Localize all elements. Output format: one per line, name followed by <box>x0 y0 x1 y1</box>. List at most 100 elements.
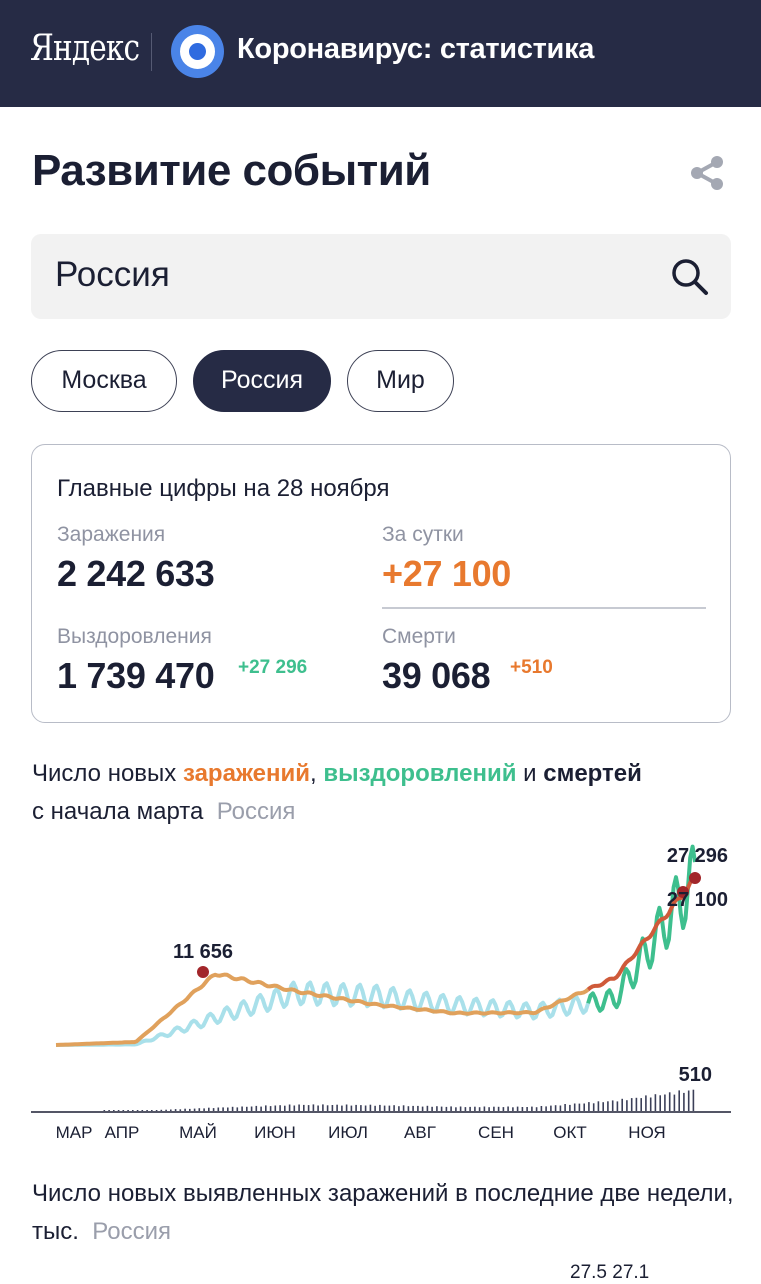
deaths-bar <box>336 1104 338 1111</box>
deaths-bar <box>127 1110 129 1111</box>
deaths-bar <box>649 1097 652 1111</box>
deaths-bar <box>383 1105 386 1111</box>
x-tick-label: АВГ <box>404 1123 436 1142</box>
deaths-bar <box>179 1109 182 1111</box>
deaths-bar <box>540 1106 543 1111</box>
deaths-bar <box>255 1105 258 1111</box>
deaths-bar <box>421 1106 424 1111</box>
deaths-bar <box>616 1101 619 1111</box>
deaths-bar <box>269 1106 272 1111</box>
deaths-bar <box>607 1101 609 1111</box>
header-divider <box>151 33 152 71</box>
deaths-bar <box>640 1098 642 1111</box>
page-title: Развитие событий <box>32 146 431 195</box>
deaths-bar <box>664 1094 666 1111</box>
recoveries-latest-label: 27 296 <box>667 845 728 867</box>
deaths-bar <box>241 1106 243 1111</box>
infections-latest-label: 27 100 <box>667 889 728 911</box>
deaths-bar <box>117 1110 120 1111</box>
deaths-bar <box>493 1106 495 1111</box>
x-tick-label: МАР <box>56 1123 93 1142</box>
infections-value: 2 242 633 <box>57 553 215 594</box>
deaths-bar <box>360 1105 362 1111</box>
deaths-bar <box>155 1110 158 1111</box>
deaths-bar <box>379 1104 381 1111</box>
deaths-bar <box>398 1106 400 1111</box>
x-tick-label: НОЯ <box>628 1123 665 1142</box>
deaths-bar <box>459 1106 462 1111</box>
deaths-bar <box>440 1106 443 1111</box>
deaths-bar <box>635 1097 638 1111</box>
deaths-bar <box>559 1105 562 1111</box>
deaths-bar <box>279 1105 281 1111</box>
deaths-bar <box>407 1106 410 1111</box>
section2-region: Россия <box>92 1218 171 1245</box>
header-title[interactable]: Коронавирус: статистика <box>237 33 595 65</box>
search-icon[interactable] <box>669 256 711 298</box>
cases-chart[interactable]: 11 656 27 296 27 100 510 МАР АПР МАЙ ИЮН ИЮЛ… <box>0 840 761 1150</box>
section2-footer-values: 27.5 27.1 <box>570 1262 650 1283</box>
deaths-bar <box>654 1094 657 1111</box>
infections-line <box>55 972 590 1047</box>
x-tick-label: СЕН <box>478 1123 514 1142</box>
yandex-logo[interactable]: Яндекс <box>30 28 140 69</box>
chip-world[interactable]: Мир <box>347 350 454 412</box>
deaths-bar <box>231 1106 234 1111</box>
infections-line-recent <box>586 876 696 992</box>
legend-infections: заражений <box>182 760 310 787</box>
deaths-bar <box>402 1105 405 1111</box>
chip-russia[interactable]: Россия <box>193 350 331 412</box>
deaths-bar <box>222 1107 224 1111</box>
coronavirus-badge-icon <box>171 25 224 78</box>
deaths-bar <box>236 1107 239 1111</box>
deaths-bar <box>626 1100 628 1111</box>
summary-heading: Главные цифры на 28 ноября <box>57 475 390 502</box>
deaths-bars <box>103 1089 695 1111</box>
daily-label: За сутки <box>382 523 464 546</box>
deaths-bar <box>545 1106 547 1111</box>
deaths-bar <box>341 1105 343 1111</box>
deaths-bar <box>189 1108 191 1111</box>
share-icon[interactable] <box>688 154 726 192</box>
deaths-bar <box>426 1105 429 1111</box>
deaths-bar <box>597 1101 600 1111</box>
deaths-bar <box>578 1103 581 1111</box>
deaths-bar <box>583 1103 585 1111</box>
deaths-bar <box>345 1104 348 1111</box>
deaths-bar <box>250 1106 253 1111</box>
deaths-bar <box>526 1107 528 1111</box>
deaths-bar <box>284 1105 286 1111</box>
deaths-bar <box>160 1109 163 1111</box>
deaths-bar <box>227 1107 229 1111</box>
x-axis-ticks: МАР АПР МАЙ ИЮН ИЮЛ АВГ СЕН ОКТ НОЯ <box>56 1123 666 1142</box>
search-box[interactable]: Россия <box>31 234 731 319</box>
deaths-bar <box>417 1105 419 1111</box>
deaths-bar <box>288 1104 291 1111</box>
deaths-bar <box>611 1100 614 1111</box>
search-input[interactable]: Россия <box>55 255 170 294</box>
deaths-bar <box>630 1098 633 1111</box>
deaths-bar <box>246 1106 248 1111</box>
latest-infections-marker <box>677 886 689 898</box>
section2-description: Число новых выявленных заражений в после… <box>32 1180 734 1245</box>
deaths-bar <box>326 1105 329 1111</box>
deaths-bar <box>293 1105 296 1111</box>
deaths-bar <box>474 1106 476 1111</box>
deaths-bar <box>412 1105 414 1111</box>
x-tick-label: ОКТ <box>553 1123 587 1142</box>
deaths-bar <box>136 1110 139 1111</box>
deaths-bar <box>146 1110 148 1111</box>
recoveries-line-recent <box>586 844 697 1013</box>
deaths-bar <box>507 1106 509 1111</box>
daily-value: +27 100 <box>382 553 512 594</box>
chip-moscow[interactable]: Москва <box>31 350 177 412</box>
legend-deaths: смертей <box>543 760 642 787</box>
deaths-bar <box>132 1110 134 1111</box>
deaths-bar <box>497 1106 500 1111</box>
deaths-bar <box>212 1108 215 1111</box>
deaths-bar <box>521 1107 524 1111</box>
legend-recoveries: выздоровлений <box>323 760 517 787</box>
deaths-bar <box>573 1103 576 1111</box>
deaths-bar <box>108 1110 110 1111</box>
deaths-bar <box>455 1107 457 1111</box>
